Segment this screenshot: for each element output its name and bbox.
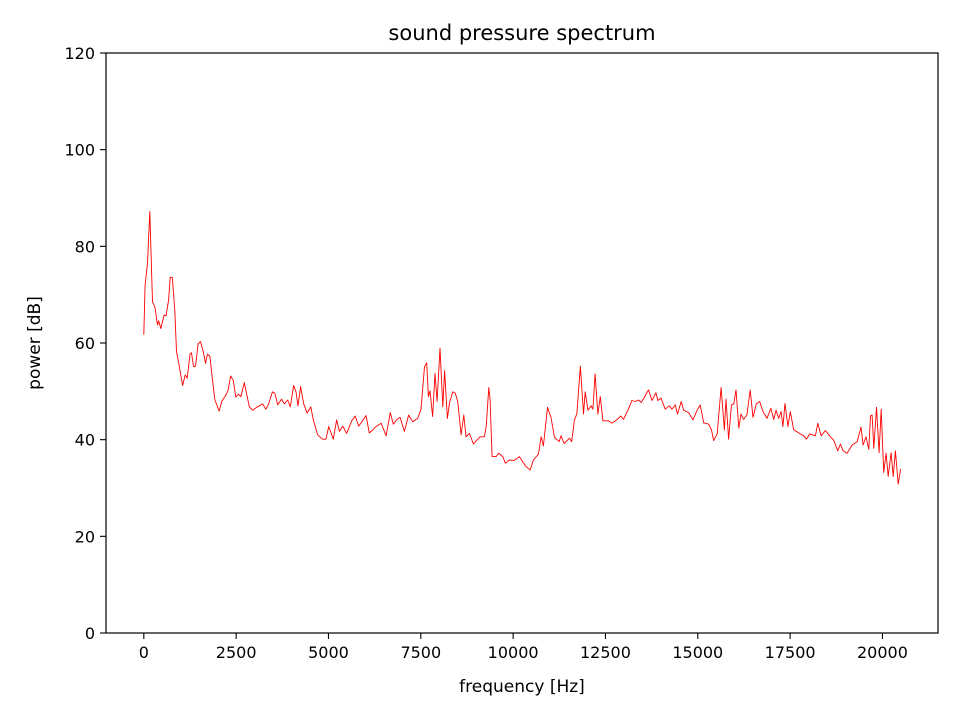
y-tick-label: 20 — [75, 527, 95, 546]
x-tick-label: 10000 — [488, 643, 539, 662]
plot-area — [143, 211, 902, 485]
x-tick-label: 7500 — [400, 643, 441, 662]
y-tick-label: 0 — [85, 624, 95, 643]
x-axis-label: frequency [Hz] — [459, 677, 585, 697]
x-tick-label: 20000 — [857, 643, 908, 662]
x-axis-ticks: 0 2500 5000 7500 10000 12500 15000 17500 20000 — [139, 633, 908, 662]
y-tick-label: 60 — [75, 334, 95, 353]
y-tick-label: 40 — [75, 431, 95, 450]
y-tick-label: 120 — [64, 44, 95, 63]
y-tick-label: 100 — [64, 141, 95, 160]
x-tick-label: 15000 — [672, 643, 723, 662]
x-tick-label: 12500 — [580, 643, 631, 662]
chart-title: sound pressure spectrum — [388, 21, 655, 45]
x-tick-label: 5000 — [308, 643, 349, 662]
y-tick-label: 80 — [75, 237, 95, 256]
y-axis-ticks: 0 20 40 60 80 100 120 — [64, 44, 106, 643]
x-tick-label: 2500 — [216, 643, 257, 662]
axes-frame — [105, 52, 939, 634]
x-tick-label: 17500 — [765, 643, 816, 662]
x-tick-label: 0 — [139, 643, 149, 662]
series-line-0 — [143, 211, 902, 485]
y-axis-label: power [dB] — [25, 296, 45, 390]
